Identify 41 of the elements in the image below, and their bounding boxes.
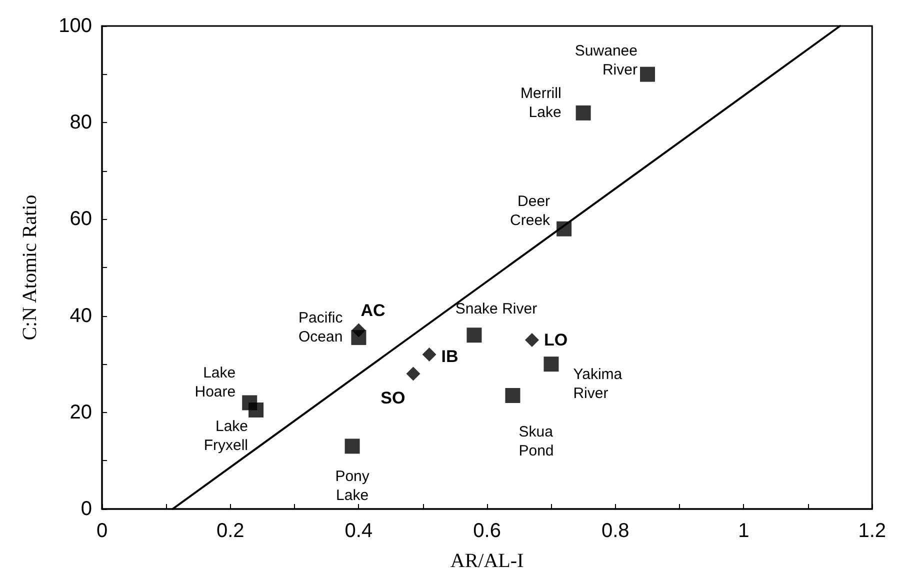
annotation: Yakima River	[573, 366, 623, 402]
y-tick-label: 40	[70, 304, 92, 327]
x-tick-label: 0.2	[216, 520, 244, 542]
point	[248, 402, 264, 418]
annotation: Skua Pond	[518, 423, 554, 460]
y-tick-label: 60	[70, 208, 92, 230]
x-tick-label: 0.8	[601, 520, 630, 542]
point	[640, 66, 655, 82]
x-tick-label: 0.6	[473, 520, 501, 542]
y-tick-label: 100	[58, 15, 92, 37]
point	[524, 332, 539, 347]
point	[422, 347, 436, 362]
point	[344, 438, 360, 454]
point	[505, 388, 520, 403]
y-tick-label: 80	[70, 112, 92, 134]
y-tick-label: 0	[80, 498, 92, 520]
x-tick-label: 0.4	[344, 520, 373, 542]
point	[466, 328, 482, 343]
annotation: IB	[441, 346, 458, 366]
y-tick-label: 20	[70, 401, 92, 424]
x-tick-label: 1.2	[858, 520, 886, 542]
annotation: SO	[380, 388, 406, 408]
annotation: Suwanee River	[574, 42, 638, 78]
point	[352, 323, 366, 338]
annotation: LO	[544, 330, 568, 350]
point	[406, 366, 420, 381]
y-axis-title: C:N Atomic Ratio	[19, 194, 41, 340]
x-tick-label: 0	[96, 520, 108, 542]
annotation: AC	[360, 300, 386, 320]
annotation: Merrill Lake	[520, 84, 562, 121]
annotation: Lake Hoare	[194, 364, 236, 401]
point	[556, 221, 572, 236]
annotation: Snake River	[455, 300, 538, 318]
annotation: Lake Fryxell	[204, 418, 248, 454]
point	[576, 105, 591, 120]
x-axis-title: AR/AL-I	[450, 550, 524, 572]
annotation: Pacific Ocean	[298, 310, 344, 346]
point	[544, 356, 559, 372]
x-tick-label: 1	[738, 520, 750, 542]
annotation: Deer Creek	[510, 192, 551, 229]
annotation: Pony Lake	[335, 468, 370, 504]
